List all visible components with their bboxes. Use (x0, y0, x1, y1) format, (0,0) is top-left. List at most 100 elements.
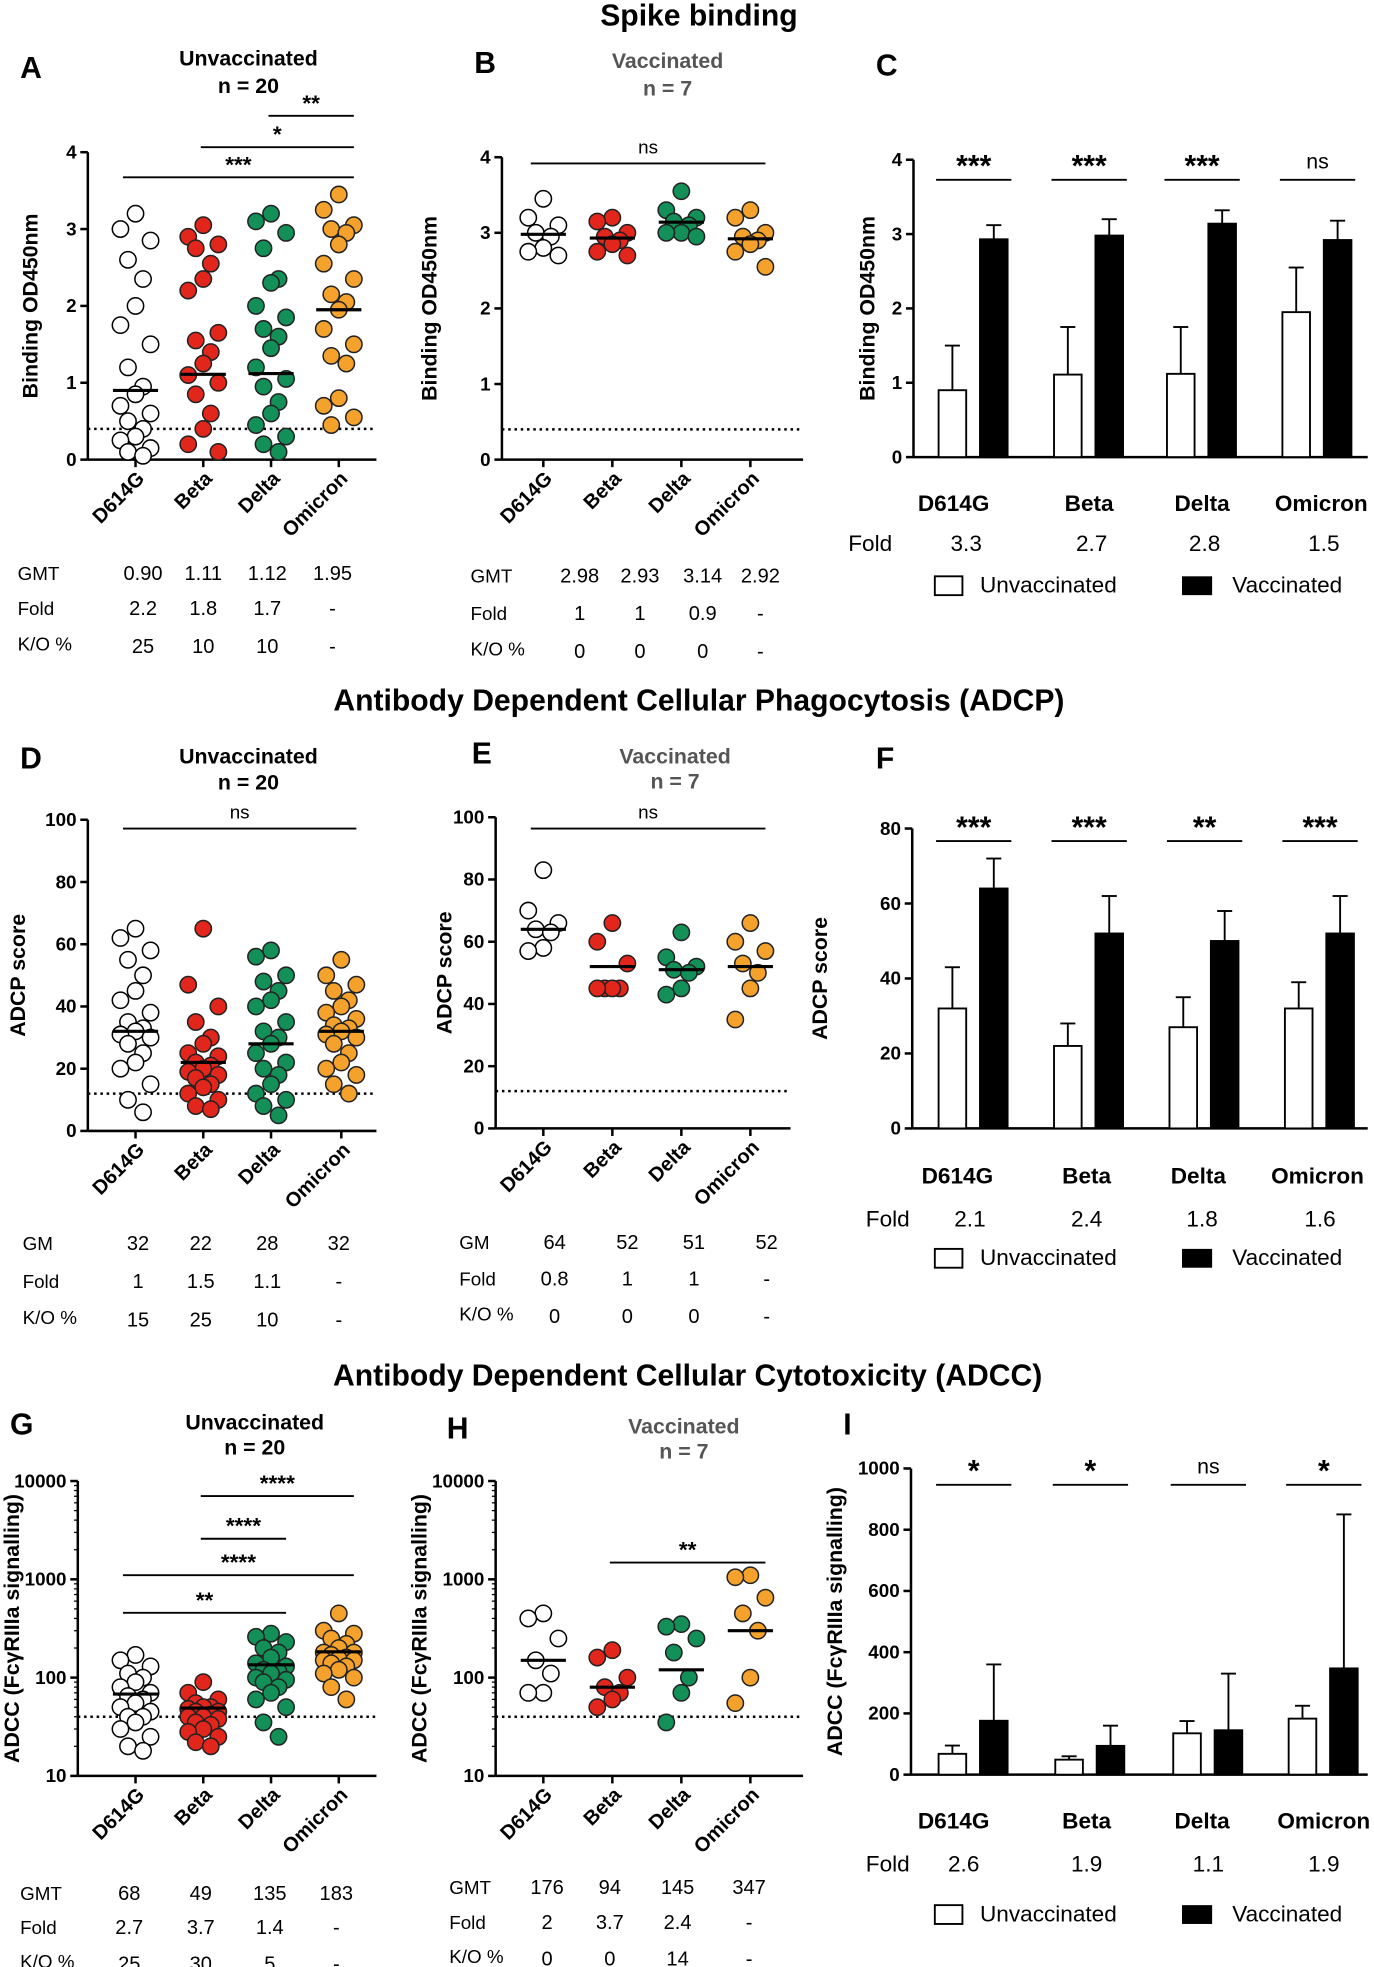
data-point-beta (209, 235, 228, 254)
data-point-beta (618, 954, 637, 973)
table-value: 2.7 (115, 1917, 143, 1939)
y-tick-label: 600 (868, 1580, 899, 1601)
data-point-delta (687, 227, 706, 246)
data-point-d614g (119, 358, 137, 377)
data-point-omicron (324, 981, 343, 1000)
data-point-delta (254, 1097, 273, 1115)
significance-label: **** (221, 1550, 256, 1575)
data-point-d614g (519, 1609, 538, 1628)
data-point-beta (603, 1641, 622, 1660)
table-value: - (329, 636, 336, 658)
table-value: 183 (320, 1883, 353, 1905)
data-point-beta (603, 235, 622, 254)
fold-value: 1.5 (1308, 531, 1339, 556)
x-tick-label: D614G (496, 468, 557, 529)
data-point-omicron (329, 235, 348, 254)
significance-label: ** (196, 1588, 214, 1613)
legend-label-unvaccinated: Unvaccinated (980, 1245, 1117, 1270)
significance-label: * (1318, 1455, 1330, 1488)
significance-label: *** (1072, 811, 1107, 844)
y-tick-label: 80 (463, 869, 484, 890)
table-value: 5 (264, 1953, 275, 1967)
y-tick-label: 2 (66, 295, 76, 316)
data-point-omicron (741, 914, 760, 932)
data-point-omicron (741, 201, 760, 220)
data-point-delta (247, 947, 265, 966)
data-point-delta (254, 1059, 273, 1078)
data-point-omicron (339, 1084, 358, 1103)
table-value: 94 (599, 1877, 621, 1899)
y-tick-label: 100 (35, 1667, 66, 1688)
y-tick-label: 0 (66, 1120, 76, 1141)
data-point-beta (588, 212, 607, 231)
data-point-d614g (126, 1053, 145, 1072)
panel-letter: F (876, 742, 894, 775)
y-tick-label: 400 (868, 1641, 899, 1662)
x-tick-label: Delta (645, 1136, 696, 1187)
data-point-omicron (314, 396, 333, 415)
table-value: - (333, 1917, 340, 1939)
table-value: 145 (661, 1877, 694, 1899)
data-point-delta (262, 991, 280, 1010)
data-point-omicron (332, 997, 351, 1016)
data-point-omicron (726, 242, 745, 261)
data-point-beta (588, 1698, 607, 1717)
table-value: 1.11 (184, 563, 222, 585)
table-value: 2.93 (620, 566, 659, 588)
table-value: 1 (622, 1268, 633, 1290)
x-tick-label: Omicron (690, 1784, 764, 1858)
data-point-delta (672, 223, 691, 242)
significance-label: * (1085, 1455, 1097, 1488)
data-point-d614g (119, 1737, 137, 1756)
panel-subtitle: Unvaccinated (179, 744, 318, 768)
table-row-label: GMT (471, 566, 513, 587)
table-row-label: K/O % (18, 633, 73, 654)
data-point-d614g (119, 443, 137, 461)
data-point-delta (277, 308, 296, 327)
y-tick-label: 2 (892, 298, 902, 319)
x-tick-label: Delta (234, 1783, 285, 1834)
data-point-omicron (337, 1690, 356, 1709)
data-point-beta (186, 385, 205, 404)
data-point-d614g (119, 1034, 137, 1053)
data-point-beta (186, 331, 205, 350)
data-point-delta (262, 1683, 280, 1702)
table-value: 64 (543, 1232, 565, 1254)
table-row-label: K/O % (20, 1951, 75, 1967)
table-value: 2.2 (129, 598, 157, 620)
bar-vaccinated (979, 1719, 1009, 1776)
data-point-omicron (322, 220, 341, 238)
data-point-beta (588, 1648, 607, 1667)
fold-label: Fold (866, 1851, 910, 1876)
data-point-delta (247, 1690, 265, 1709)
y-tick-label: 20 (56, 1058, 77, 1079)
data-point-omicron (733, 1604, 752, 1623)
category-label: Delta (1174, 491, 1230, 516)
y-axis-label: Binding OD450nm (19, 213, 43, 398)
y-tick-label: 4 (66, 141, 77, 162)
table-value: - (333, 1953, 340, 1967)
data-point-d614g (534, 861, 553, 880)
table-value: 1 (574, 603, 585, 625)
data-point-delta (254, 320, 273, 338)
category-label: Beta (1062, 1164, 1111, 1189)
panel-letter: E (472, 737, 492, 770)
data-point-omicron (347, 1028, 366, 1047)
data-point-beta (618, 1668, 637, 1687)
data-point-d614g (111, 1651, 130, 1670)
data-point-beta (194, 1078, 213, 1097)
legend-label-vaccinated: Vaccinated (1232, 573, 1342, 598)
data-point-d614g (141, 1028, 160, 1047)
bar-vaccinated (1209, 940, 1240, 1130)
data-point-beta (603, 208, 622, 227)
bar-unvaccinated (1281, 311, 1311, 459)
y-tick-label: 1000 (25, 1569, 67, 1590)
data-point-beta (201, 404, 220, 423)
data-point-beta (618, 246, 637, 265)
table-value: 1 (634, 603, 645, 625)
data-point-beta (201, 1100, 220, 1119)
fold-value: 2.1 (954, 1206, 985, 1231)
data-point-d614g (126, 1713, 145, 1732)
data-point-omicron (317, 966, 336, 985)
